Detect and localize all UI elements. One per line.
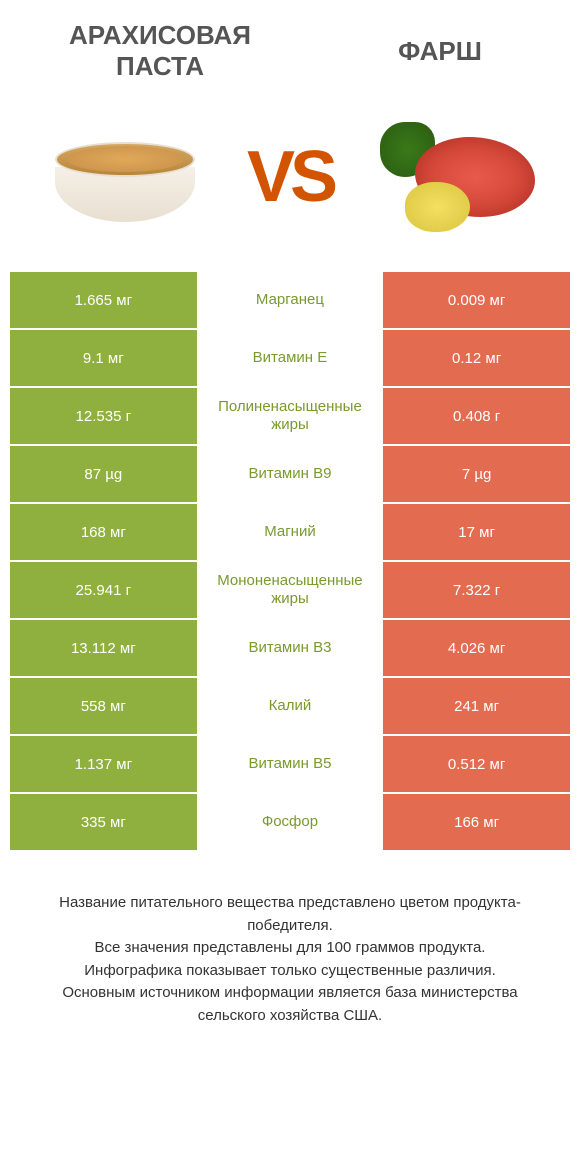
table-row: 1.665 мгМарганец0.009 мг bbox=[10, 272, 570, 328]
nutrient-name: Фосфор bbox=[197, 794, 384, 850]
value-right: 4.026 мг bbox=[383, 620, 570, 676]
table-row: 168 мгМагний17 мг bbox=[10, 504, 570, 560]
value-right: 0.12 мг bbox=[383, 330, 570, 386]
value-right: 166 мг bbox=[383, 794, 570, 850]
nutrient-name: Витамин B5 bbox=[197, 736, 384, 792]
table-row: 1.137 мгВитамин B50.512 мг bbox=[10, 736, 570, 792]
nutrient-name: Витамин B3 bbox=[197, 620, 384, 676]
value-left: 13.112 мг bbox=[10, 620, 197, 676]
value-left: 558 мг bbox=[10, 678, 197, 734]
table-row: 335 мгФосфор166 мг bbox=[10, 794, 570, 850]
infographic-container: АРАХИСОВАЯ ПАСТА ФАРШ VS 1.665 мгМаргане… bbox=[0, 0, 580, 1067]
value-left: 87 µg bbox=[10, 446, 197, 502]
nutrient-name: Полиненасыщенные жиры bbox=[197, 388, 384, 444]
table-row: 9.1 мгВитамин E0.12 мг bbox=[10, 330, 570, 386]
value-left: 1.665 мг bbox=[10, 272, 197, 328]
value-right: 0.009 мг bbox=[383, 272, 570, 328]
table-row: 87 µgВитамин B97 µg bbox=[10, 446, 570, 502]
value-left: 9.1 мг bbox=[10, 330, 197, 386]
value-left: 25.941 г bbox=[10, 562, 197, 618]
value-right: 17 мг bbox=[383, 504, 570, 560]
nutrient-name: Магний bbox=[197, 504, 384, 560]
table-row: 12.535 гПолиненасыщенные жиры0.408 г bbox=[10, 388, 570, 444]
value-left: 335 мг bbox=[10, 794, 197, 850]
table-row: 13.112 мгВитамин B34.026 мг bbox=[10, 620, 570, 676]
value-left: 1.137 мг bbox=[10, 736, 197, 792]
footer-notes: Название питательного вещества представл… bbox=[10, 852, 570, 1047]
nutrient-name: Марганец bbox=[197, 272, 384, 328]
value-left: 168 мг bbox=[10, 504, 197, 560]
footer-line: Основным источником информации является … bbox=[30, 982, 550, 1027]
value-right: 0.512 мг bbox=[383, 736, 570, 792]
value-right: 7.322 г bbox=[383, 562, 570, 618]
value-right: 241 мг bbox=[383, 678, 570, 734]
table-row: 25.941 гМононенасыщенные жиры7.322 г bbox=[10, 562, 570, 618]
nutrient-table: 1.665 мгМарганец0.009 мг9.1 мгВитамин E0… bbox=[10, 272, 570, 850]
value-right: 7 µg bbox=[383, 446, 570, 502]
nutrient-name: Витамин B9 bbox=[197, 446, 384, 502]
product-title-right: ФАРШ bbox=[350, 36, 530, 67]
nutrient-name: Витамин E bbox=[197, 330, 384, 386]
product-title-left: АРАХИСОВАЯ ПАСТА bbox=[50, 20, 270, 82]
nutrient-name: Мононенасыщенные жиры bbox=[197, 562, 384, 618]
footer-line: Все значения представлены для 100 граммо… bbox=[30, 937, 550, 960]
vs-label: VS bbox=[247, 136, 333, 218]
table-row: 558 мгКалий241 мг bbox=[10, 678, 570, 734]
value-left: 12.535 г bbox=[10, 388, 197, 444]
footer-line: Инфографика показывает только существенн… bbox=[30, 960, 550, 983]
value-right: 0.408 г bbox=[383, 388, 570, 444]
images-row: VS bbox=[10, 102, 570, 272]
minced-meat-image bbox=[370, 112, 540, 242]
header: АРАХИСОВАЯ ПАСТА ФАРШ bbox=[10, 20, 570, 102]
peanut-butter-image bbox=[40, 112, 210, 242]
nutrient-name: Калий bbox=[197, 678, 384, 734]
footer-line: Название питательного вещества представл… bbox=[30, 892, 550, 937]
